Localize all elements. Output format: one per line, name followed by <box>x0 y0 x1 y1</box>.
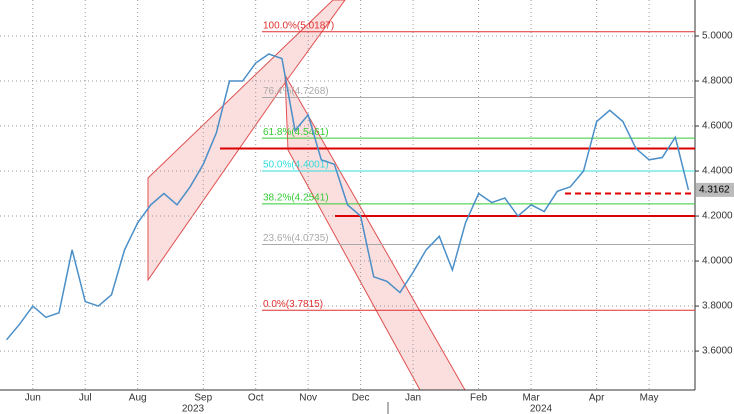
x-tick-label: Feb <box>470 393 488 404</box>
x-tick-label: Dec <box>352 393 370 404</box>
price-line <box>5 53 690 341</box>
fib-label: 38.2%(4.2541) <box>263 193 329 204</box>
fib-label: 0.0%(3.7815) <box>263 299 323 310</box>
x-tick-label: Oct <box>248 393 264 404</box>
y-tick-label: 3.6000 <box>702 346 733 357</box>
year-label: 2023 <box>182 404 205 414</box>
x-tick-label: Nov <box>299 393 317 404</box>
x-tick-label: Sep <box>194 393 212 404</box>
year-label: 2024 <box>530 404 553 414</box>
up-channel <box>147 0 346 282</box>
x-tick-label: Jul <box>79 393 92 404</box>
y-tick-label: 4.4000 <box>702 166 733 177</box>
x-tick-label: Mar <box>522 393 540 404</box>
fib-label: 76.4%(4.7268) <box>263 86 329 97</box>
x-tick-label: Aug <box>129 393 147 404</box>
x-tick-label: Jan <box>405 393 421 404</box>
x-tick-label: Apr <box>589 393 605 404</box>
y-tick-label: 4.6000 <box>702 121 733 132</box>
x-tick-label: May <box>640 393 659 404</box>
fib-label: 50.0%(4.4001) <box>263 160 329 171</box>
y-tick-label: 3.8000 <box>702 301 733 312</box>
fib-label: 100.0%(5.0187) <box>263 20 334 31</box>
y-tick-label: 4.0000 <box>702 256 733 267</box>
fib-label: 23.6%(4.0735) <box>263 233 329 244</box>
y-tick-label: 4.2000 <box>702 211 733 222</box>
last-value-label: 4.3162 <box>699 185 730 196</box>
x-tick-label: Jun <box>25 393 41 404</box>
fib-label: 61.8%(4.5461) <box>263 127 329 138</box>
last-value-box <box>696 182 734 197</box>
y-tick-label: 4.8000 <box>702 76 733 87</box>
y-tick-label: 5.0000 <box>702 31 733 42</box>
